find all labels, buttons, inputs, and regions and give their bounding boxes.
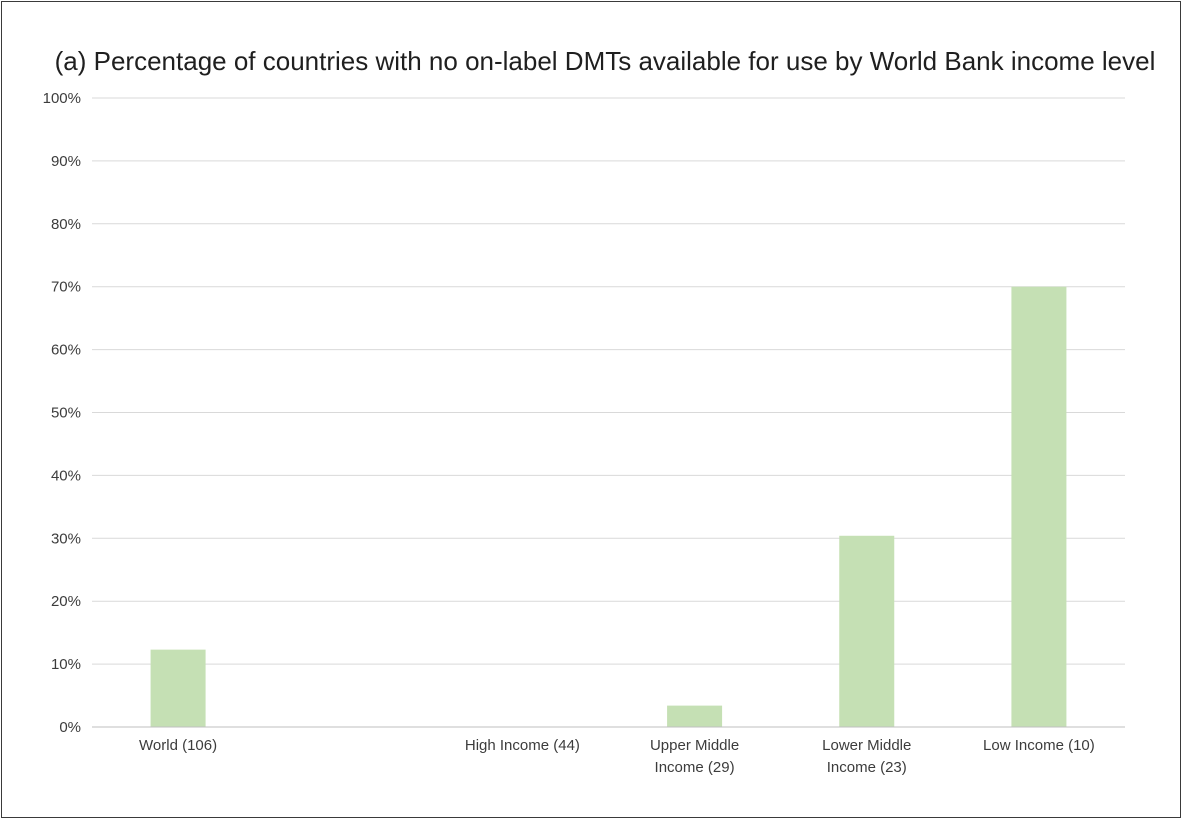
x-tick-label: World (106): [139, 737, 217, 754]
x-axis-labels: World (106) High Income (44) Upper Middle I…: [139, 737, 1095, 776]
y-tick-label: 90%: [51, 153, 81, 170]
bar: [150, 649, 206, 727]
x-tick-label: Low Income (10): [983, 737, 1095, 754]
chart-title: (a) Percentage of countries with no on-l…: [55, 46, 1156, 76]
y-tick-label: 0%: [59, 719, 81, 736]
bar: [1011, 286, 1067, 727]
x-tick-label: Lower Middle: [822, 737, 911, 754]
y-axis-ticks: 0% 10% 20% 30% 40% 50% 60% 70% 80% 90% 100%: [43, 90, 81, 736]
y-tick-label: 70%: [51, 279, 81, 296]
y-tick-label: 10%: [51, 656, 81, 673]
x-tick-label: High Income (44): [465, 737, 580, 754]
x-tick-label: Upper Middle: [650, 737, 739, 754]
x-tick-label: Income (23): [827, 759, 907, 776]
y-tick-label: 80%: [51, 216, 81, 233]
gridlines: [92, 97, 1125, 665]
y-tick-label: 60%: [51, 342, 81, 359]
y-tick-label: 50%: [51, 405, 81, 422]
y-tick-label: 40%: [51, 467, 81, 484]
bars: [150, 286, 1067, 727]
y-tick-label: 30%: [51, 530, 81, 547]
y-tick-label: 20%: [51, 593, 81, 610]
bar: [667, 705, 723, 727]
x-tick-label: Income (29): [655, 759, 735, 776]
y-tick-label: 100%: [43, 90, 81, 107]
bar: [839, 535, 895, 727]
